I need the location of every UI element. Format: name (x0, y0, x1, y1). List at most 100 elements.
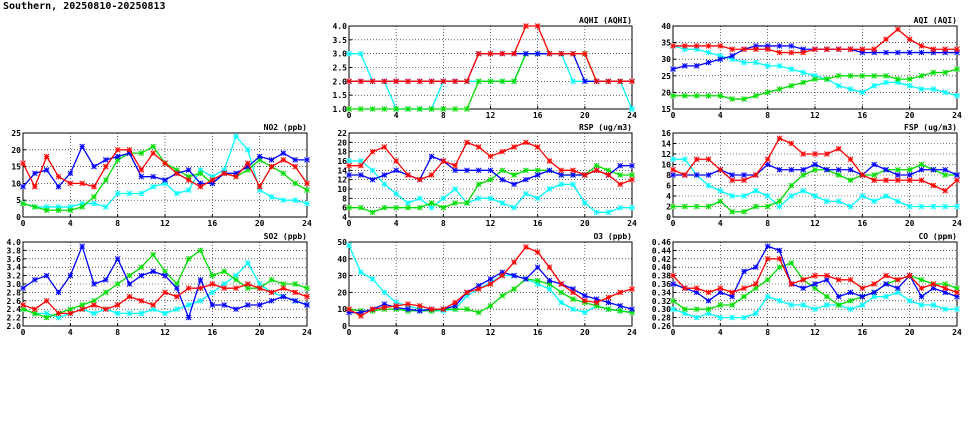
data-point (91, 281, 97, 287)
data-point (835, 276, 842, 283)
data-point (114, 153, 121, 160)
data-point (233, 133, 239, 140)
data-point (357, 158, 364, 164)
x-tick-label: 16 (858, 111, 868, 120)
data-point (233, 272, 239, 279)
data-point (381, 289, 388, 296)
data-point (581, 309, 588, 316)
y-tick-label: 2.5 (333, 64, 348, 73)
data-point (511, 286, 517, 292)
data-point (812, 306, 818, 313)
data-point (43, 272, 50, 279)
data-point (393, 158, 400, 164)
data-point (859, 46, 866, 53)
data-point (752, 310, 759, 317)
data-point (764, 156, 771, 163)
chart-title: AQHI (AQHI) (579, 16, 632, 25)
y-tick-label: 4 (342, 213, 347, 222)
data-point (894, 198, 901, 205)
data-point (570, 78, 576, 85)
data-point (452, 106, 458, 112)
data-point (605, 299, 612, 306)
y-tick-label: 4 (666, 192, 671, 201)
data-point (823, 76, 830, 82)
data-point (546, 186, 553, 192)
data-point (452, 186, 458, 192)
data-point (280, 293, 287, 300)
x-tick-label: 4 (718, 328, 723, 337)
data-point (741, 96, 747, 102)
y-tick-label: 14 (337, 166, 347, 175)
data-point (906, 49, 913, 56)
data-point (534, 50, 541, 57)
x-tick-label: 16 (208, 219, 218, 228)
data-point (475, 195, 482, 202)
x-tick-label: 24 (952, 328, 962, 337)
series-red (670, 135, 960, 194)
data-point (705, 297, 712, 304)
data-point (534, 167, 541, 174)
data-point (954, 46, 960, 53)
data-point (729, 177, 736, 184)
data-point (629, 172, 635, 178)
data-point (930, 281, 937, 287)
data-point (511, 172, 517, 178)
data-point (681, 285, 688, 292)
data-point (173, 306, 180, 313)
data-point (126, 190, 133, 197)
data-point (416, 302, 423, 309)
data-point (705, 203, 712, 210)
data-point (717, 314, 724, 321)
data-point (681, 62, 688, 69)
data-point (91, 163, 97, 170)
chart-title: O3 (ppb) (593, 232, 632, 241)
data-point (605, 78, 612, 85)
data-point (942, 89, 949, 96)
x-tick-label: 4 (718, 219, 723, 228)
data-point (499, 148, 506, 155)
data-point (812, 272, 818, 279)
data-point (800, 79, 807, 86)
data-point (617, 308, 624, 314)
x-tick-label: 4 (394, 111, 399, 120)
data-point (729, 96, 736, 102)
aqi-chart: 0 4 8 12 16 20 24 15 20 25 30 35 40 AQI (AQI) (661, 16, 962, 120)
data-point (693, 306, 700, 313)
x-tick-label: 12 (486, 219, 496, 228)
y-tick-label: 2.8 (7, 288, 22, 297)
data-point (942, 281, 949, 287)
data-point (221, 302, 228, 308)
data-point (292, 180, 299, 187)
data-point (894, 276, 901, 283)
data-point (405, 301, 411, 308)
x-tick-label: 0 (347, 219, 352, 228)
data-point (162, 310, 168, 317)
data-point (629, 286, 635, 292)
data-point (20, 160, 26, 167)
data-point (138, 150, 145, 157)
data-point (942, 166, 949, 173)
data-point (150, 268, 157, 275)
data-point (942, 289, 949, 296)
data-point (91, 297, 97, 304)
x-tick-label: 8 (765, 219, 770, 228)
data-point (581, 292, 588, 299)
data-point (292, 163, 299, 170)
data-point (20, 200, 26, 207)
data-point (31, 170, 38, 177)
data-point (405, 306, 411, 313)
y-tick-label: 30 (661, 55, 671, 64)
y-tick-label: 30 (337, 272, 347, 281)
data-point (150, 150, 157, 157)
data-point (776, 86, 783, 92)
data-point (835, 198, 842, 205)
y-tick-label: 10 (337, 305, 347, 314)
data-point (729, 53, 736, 59)
data-point (847, 203, 854, 210)
data-point (954, 293, 960, 300)
data-point (244, 160, 251, 167)
x-tick-label: 0 (347, 111, 352, 120)
data-point (764, 255, 771, 262)
data-point (67, 310, 74, 317)
y-tick-label: 0.34 (652, 288, 671, 297)
